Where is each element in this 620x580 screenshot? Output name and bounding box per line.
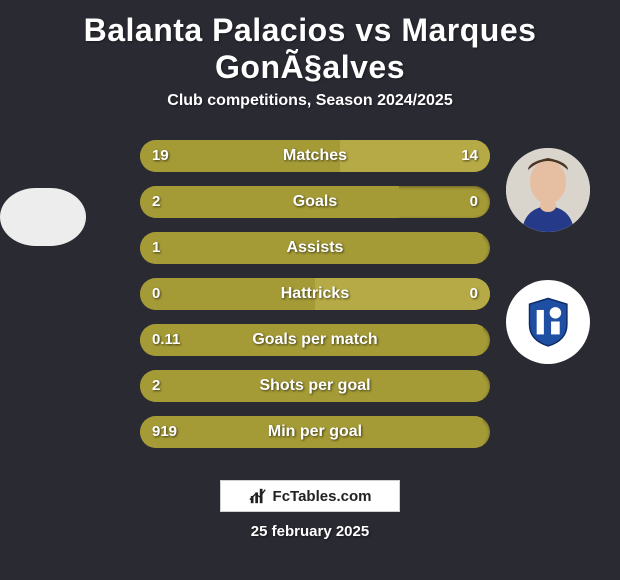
stat-label: Goals per match — [140, 324, 490, 356]
stat-row: 2Shots per goal — [140, 370, 490, 402]
left-player-photo — [0, 128, 92, 188]
stat-right-value: 0 — [470, 186, 478, 218]
stat-right-value: 0 — [470, 278, 478, 310]
stat-label: Shots per goal — [140, 370, 490, 402]
club-crest-icon — [523, 297, 573, 347]
right-club-badge — [506, 280, 590, 364]
stat-right-value: 14 — [461, 140, 478, 172]
stat-row: 1Assists — [140, 232, 490, 264]
right-player-photo — [506, 148, 590, 232]
stat-label: Hattricks — [140, 278, 490, 310]
stat-row: 2Goals0 — [140, 186, 490, 218]
stat-label: Goals — [140, 186, 490, 218]
stat-row: 919Min per goal — [140, 416, 490, 448]
page-title: Balanta Palacios vs Marques GonÃ§alves — [0, 0, 620, 92]
footer-date: 25 february 2025 — [0, 523, 620, 540]
brand-text: FcTables.com — [273, 488, 372, 505]
stat-row: 0.11Goals per match — [140, 324, 490, 356]
stat-label: Matches — [140, 140, 490, 172]
page-subtitle: Club competitions, Season 2024/2025 — [0, 92, 620, 128]
left-club-badge — [0, 188, 86, 246]
chart-icon — [249, 487, 267, 505]
stat-row: 0Hattricks0 — [140, 278, 490, 310]
avatar-icon — [506, 148, 590, 232]
stat-row: 19Matches14 — [140, 140, 490, 172]
stat-label: Min per goal — [140, 416, 490, 448]
stat-label: Assists — [140, 232, 490, 264]
brand-badge: FcTables.com — [220, 480, 400, 512]
stat-bars: 19Matches142Goals01Assists0Hattricks00.1… — [140, 140, 490, 462]
